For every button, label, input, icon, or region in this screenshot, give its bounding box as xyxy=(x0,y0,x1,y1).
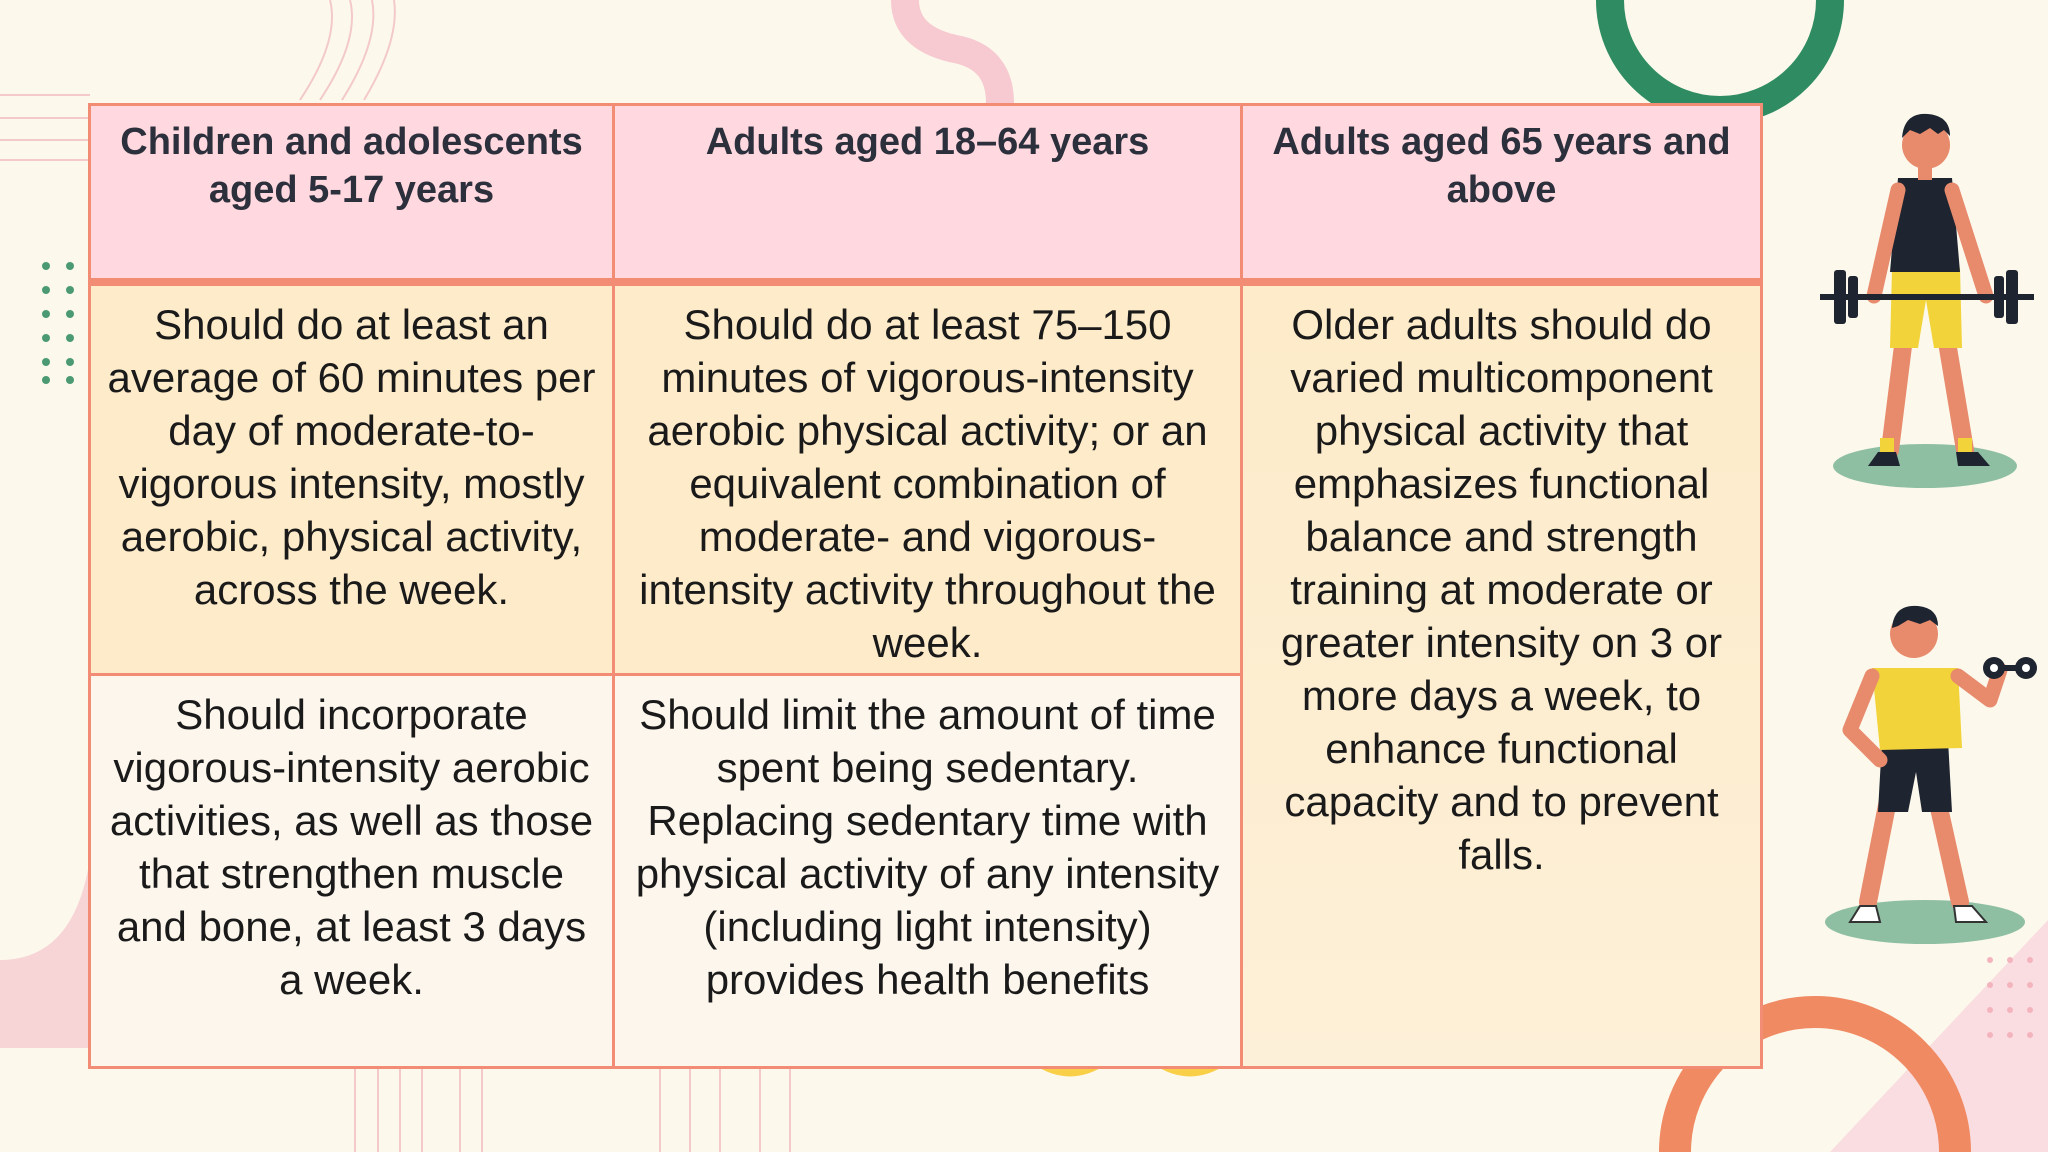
man-dumbbell-illustration xyxy=(1825,605,2037,944)
top-left-stripes xyxy=(0,0,396,161)
table-row: Should do at least an average of 60 minu… xyxy=(88,280,1763,1069)
header-older-adults: Adults aged 65 years and above xyxy=(1240,103,1763,286)
cell-children-vigorous: Should incorporate vigorous-intensity ae… xyxy=(88,672,615,1069)
weightlifter-barbell-illustration xyxy=(1820,113,2034,488)
green-dot-grid xyxy=(42,262,74,384)
pink-curl-top xyxy=(891,0,1014,117)
cell-older-adults-multicomponent: Older adults should do varied multicompo… xyxy=(1240,280,1763,1069)
cell-children-aerobic: Should do at least an average of 60 minu… xyxy=(88,280,615,676)
table-header-row: Children and adolescents aged 5-17 years… xyxy=(88,103,1763,286)
table-row: Should incorporate vigorous-intensity ae… xyxy=(88,672,1762,1069)
cell-adults-sedentary: Should limit the amount of time spent be… xyxy=(612,672,1243,1069)
green-ring-top-right xyxy=(1596,0,1844,124)
pink-quarter-left xyxy=(0,870,88,1048)
header-adults: Adults aged 18–64 years xyxy=(612,103,1243,286)
pink-dot-grid xyxy=(1987,957,2033,1038)
pink-triangle-bottom-right xyxy=(1830,920,2048,1152)
cell-adults-aerobic: Should do at least 75–150 minutes of vig… xyxy=(612,280,1243,676)
activity-guidelines-table: Children and adolescents aged 5-17 years… xyxy=(88,103,1763,1069)
orange-ring-bottom-right xyxy=(1659,996,1971,1152)
header-children: Children and adolescents aged 5-17 years xyxy=(88,103,615,286)
